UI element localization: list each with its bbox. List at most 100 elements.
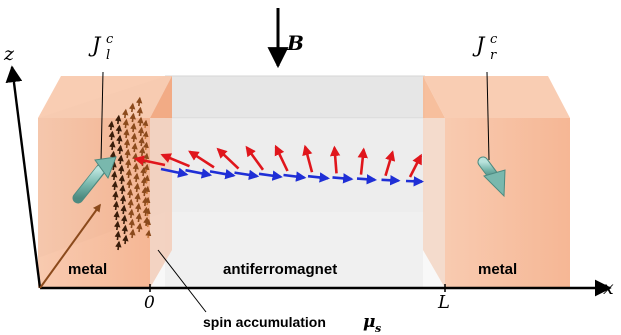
sublattice-b-spin: [356, 174, 378, 185]
spin-accumulation-arrow: [134, 202, 142, 213]
spin-accumulation-arrow: [145, 218, 151, 228]
spin-accumulation-arrow: [120, 214, 128, 225]
sublattice-b-spin: [209, 169, 236, 180]
sublattice-b-spin: [381, 175, 401, 186]
spin-accumulation-arrow: [110, 170, 118, 181]
spin-accumulation-arrow: [126, 178, 133, 189]
left-current-symbol: J: [88, 33, 102, 57]
spin-accumulation-arrow: [142, 130, 149, 140]
spin-accumulation-arrow: [140, 166, 147, 177]
spin-accumulation-arrow: [127, 208, 135, 219]
spin-accumulation-arrow: [118, 174, 125, 185]
spin-accumulation-arrow: [134, 192, 141, 203]
spin-accumulation-arrow: [124, 158, 132, 169]
spin-accumulation-arrow: [123, 128, 130, 139]
spin-accumulation-arrow: [142, 119, 149, 129]
sublattice-a-spin: [302, 144, 314, 173]
spin-accumulation-arrow: [112, 200, 120, 211]
magnetic-field-label: B: [286, 31, 304, 55]
spin-accumulation-arrow: [137, 116, 144, 127]
spin-accumulation-arrow: [117, 164, 125, 175]
sublattice-a-spin: [329, 145, 341, 174]
right-current-superscript: c: [490, 32, 498, 47]
spin-accumulation-arrow: [123, 138, 131, 149]
spin-accumulation-arrow: [108, 130, 115, 141]
spin-accumulation-arrow: [129, 228, 136, 239]
spin-accumulation-arrow: [121, 224, 128, 235]
spin-accumulation-arrow: [142, 141, 149, 151]
spin-accumulation-arrow: [136, 222, 143, 233]
right-current-label: J c r: [472, 32, 498, 63]
spin-accumulation-arrow: [119, 194, 127, 205]
right-metal-front: [445, 118, 570, 288]
spin-accumulation-arrow: [144, 207, 151, 217]
spin-accumulation-arrow: [115, 240, 122, 251]
sublattice-b-spin: [405, 176, 425, 187]
spin-accumulation-arrow: [113, 210, 120, 221]
spin-accumulation-arrow: [130, 122, 137, 133]
sublattice-a-spin: [357, 147, 368, 175]
spin-accumulation-arrow: [122, 234, 129, 245]
right-metal-top: [423, 76, 570, 118]
spin-accumulation-arrow: [145, 229, 152, 239]
z-axis-line: [5, 65, 42, 289]
left-current-pointer: [100, 71, 104, 163]
spin-accumulation-arrow: [128, 218, 135, 229]
right-current-symbol: J: [472, 33, 486, 57]
spin-accumulation-arrow: [121, 108, 129, 119]
spin-accumulation-arrow: [116, 144, 124, 155]
spin-accumulation-arrow: [136, 106, 143, 117]
spin-accumulation-label: spin accumulation μ s: [203, 312, 381, 335]
spin-accumulation-arrow: [126, 188, 134, 199]
sublattice-a-spin: [408, 153, 423, 178]
y-axis-line: [39, 203, 101, 289]
z-axis-label: z: [3, 43, 15, 65]
sublattice-a-spin: [274, 144, 289, 172]
right-current-arrow: [477, 71, 506, 198]
spin-accumulation-arrow: [128, 102, 136, 113]
spin-accumulation-arrow: [114, 114, 122, 125]
spin-accumulation-arrow: [109, 140, 116, 151]
spin-accumulation-arrow: [127, 198, 134, 209]
spin-accumulation-arrow: [132, 162, 139, 173]
spin-accumulation-arrow: [129, 112, 136, 123]
axes: [5, 65, 612, 297]
spin-accumulation-arrow: [114, 230, 121, 241]
sublattice-b-spin: [234, 169, 260, 181]
spin-accumulation-arrow: [107, 120, 115, 131]
antiferromagnet-label: antiferromagnet: [223, 261, 337, 278]
sublattice-b-spin: [307, 172, 330, 183]
spin-accumulation-arrow: [131, 142, 138, 153]
spin-accumulation-arrow: [133, 172, 140, 183]
sublattice-a-spin: [133, 155, 166, 167]
spin-accumulation-pointer: [157, 249, 207, 313]
right-metal-label: metal: [478, 261, 517, 278]
spin-accumulation-arrow: [143, 163, 150, 173]
sublattice-a-spin: [245, 145, 265, 171]
spin-accumulation-arrow: [140, 176, 148, 187]
spin-accumulation-arrow: [141, 196, 149, 207]
spin-accumulation-arrow: [115, 124, 122, 135]
spin-accumulation-arrow: [122, 118, 129, 129]
spin-accumulation-arrow: [112, 190, 119, 201]
left-current-label: J c l: [88, 32, 114, 63]
antiferromagnetic-spin-chain: [133, 144, 425, 187]
spin-accumulation-arrow: [137, 126, 145, 137]
right-current-subscript: r: [490, 48, 497, 63]
spin-accumulation-arrow: [141, 186, 148, 197]
spin-accumulation-arrow: [116, 134, 123, 145]
spin-accumulation-arrow: [120, 204, 127, 215]
spin-accumulation-arrow: [133, 182, 141, 193]
length-tick-label: L: [437, 292, 450, 313]
x-axis-label: x: [603, 277, 614, 299]
spin-accumulation-arrow: [135, 96, 143, 107]
sublattice-a-spin: [216, 147, 240, 170]
sublattice-a-spin: [160, 153, 190, 168]
spin-accumulation-arrow: [142, 206, 149, 217]
left-metal-label: metal: [68, 261, 107, 278]
spin-accumulation-arrow: [138, 146, 146, 157]
afm-front-glass: [150, 118, 445, 288]
spin-accumulation-arrow: [135, 212, 142, 223]
origin-tick-label: 0: [144, 293, 155, 313]
